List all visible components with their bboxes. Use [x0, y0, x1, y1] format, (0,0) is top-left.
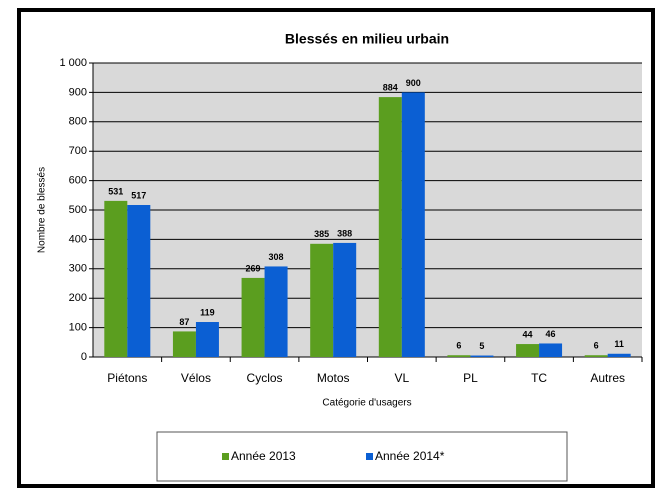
data-label: 6	[456, 341, 461, 351]
bar	[310, 243, 334, 357]
bar	[264, 266, 288, 357]
data-label: 388	[337, 228, 352, 238]
bar	[401, 92, 425, 358]
y-tick-label: 800	[69, 116, 87, 128]
y-tick-label: 400	[69, 233, 87, 245]
bar	[104, 200, 128, 357]
data-label: 884	[383, 82, 398, 92]
bar	[470, 355, 494, 357]
y-axis-label: Nombre de blessés	[37, 167, 48, 253]
bar	[241, 277, 265, 357]
x-tick-label: Vélos	[181, 371, 211, 385]
data-label: 44	[523, 329, 533, 339]
y-tick-label: 900	[69, 86, 87, 98]
bar	[447, 355, 471, 357]
data-label: 87	[179, 317, 189, 327]
x-tick-label: VL	[394, 371, 409, 385]
legend	[156, 431, 568, 482]
y-tick-label: 700	[69, 145, 87, 157]
legend-label: Année 2013	[231, 449, 296, 463]
data-label: 900	[406, 78, 421, 88]
y-tick-label: 100	[69, 322, 87, 334]
legend-swatch	[366, 453, 373, 460]
y-tick-label: 500	[69, 204, 87, 216]
y-tick-label: 0	[81, 351, 87, 363]
bar	[607, 353, 631, 357]
bar	[333, 242, 357, 357]
chart-title: Blessés en milieu urbain	[285, 31, 449, 47]
bar	[584, 355, 608, 357]
y-tick-label: 600	[69, 175, 87, 187]
data-label: 385	[314, 229, 329, 239]
y-tick-label: 300	[69, 263, 87, 275]
legend-swatch	[222, 453, 229, 460]
y-tick-label: 1 000	[59, 57, 87, 69]
x-tick-label: Cyclos	[247, 371, 283, 385]
data-label: 5	[479, 341, 484, 351]
bar	[127, 205, 151, 357]
legend-label: Année 2014*	[375, 449, 445, 463]
data-label: 11	[614, 339, 624, 349]
x-axis-label: Catégorie d'usagers	[322, 398, 411, 409]
bar	[539, 343, 563, 357]
data-label: 269	[246, 263, 261, 273]
x-tick-label: Autres	[590, 371, 625, 385]
x-tick-label: PL	[463, 371, 478, 385]
bar	[516, 344, 540, 357]
y-tick-label: 200	[69, 292, 87, 304]
data-label: 6	[594, 341, 599, 351]
bar	[378, 97, 402, 357]
x-tick-label: Motos	[317, 371, 350, 385]
bar	[195, 322, 219, 357]
data-label: 531	[108, 186, 123, 196]
x-tick-label: TC	[531, 371, 547, 385]
data-label: 308	[269, 252, 284, 262]
data-label: 46	[546, 329, 556, 339]
data-label: 119	[200, 307, 215, 317]
x-tick-label: Piétons	[107, 371, 147, 385]
data-label: 517	[131, 190, 146, 200]
bar	[172, 331, 196, 357]
